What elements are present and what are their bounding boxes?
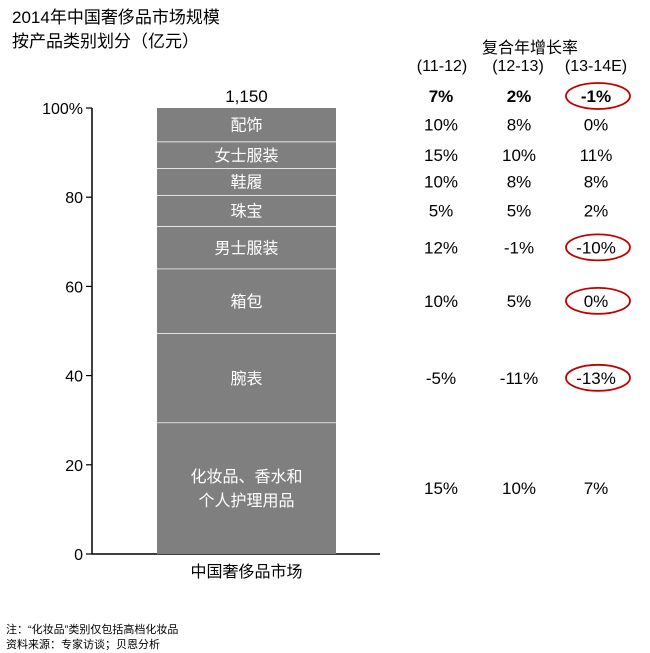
chart-title: 2014年中国奢侈品市场规模 [12,8,220,27]
highlight-circle [565,233,631,262]
bar-segment [157,168,336,195]
cagr-period-11-12: (11-12) [416,58,468,75]
segment-label: 化妆品、香水和 [190,468,302,486]
cagr-total-value: 7% [429,87,454,106]
cagr-total-value: -1% [581,87,611,106]
y-tick-label: 80 [65,190,83,207]
segment-label: 女士服装 [214,146,278,165]
highlight-circle [565,363,631,392]
bar-total-label: 1,150 [225,87,268,106]
cagr-value: 11% [580,146,613,165]
cagr-value: 15% [424,146,458,165]
highlight-circle [565,82,631,110]
bar-segment [157,268,336,334]
source-note: 资料来源：专家访谈；贝恩分析 [6,639,160,651]
x-category-label: 中国奢侈品市场 [190,563,302,581]
cagr-value: -11% [500,369,538,388]
cagr-value: -10% [576,238,616,257]
cagr-value: 8% [584,173,609,192]
cagr-value: 2% [584,202,609,221]
cagr-total-value: 2% [507,87,532,106]
cagr-header: 复合年增长率 [481,40,578,57]
y-tick-label: 40 [65,369,83,386]
cagr-value: 5% [507,292,532,311]
highlight-circle [565,286,631,315]
bar-segment [157,141,336,169]
segment-label: 箱包 [230,293,262,311]
cagr-value: 15% [424,479,458,498]
cagr-period-12-13: (12-13) [492,58,544,75]
bar-segment [157,333,336,423]
segment-label: 珠宝 [230,203,262,221]
bar-segment [157,422,336,554]
footnote: 注：“化妆品”类别仅包括高档化妆品 [6,624,179,636]
cagr-value: -1% [504,238,534,257]
bar-segment [157,108,336,142]
segment-label: 个人护理用品 [198,492,294,510]
bar-segment [157,226,336,269]
cagr-value: -13% [576,369,616,388]
cagr-value: -5% [426,369,456,388]
cagr-value: 10% [424,292,458,311]
chart-subtitle: 按产品类别划分（亿元） [12,32,199,51]
cagr-value: 8% [507,116,532,135]
cagr-value: 10% [424,116,458,135]
segment-label: 鞋履 [230,174,262,192]
segment-label: 配饰 [230,117,262,135]
y-tick-label: 0 [74,547,83,564]
cagr-value: 10% [502,479,536,498]
y-tick-label: 20 [65,458,83,475]
cagr-value: 10% [502,146,536,165]
cagr-value: 7% [584,479,609,498]
y-tick-label: 60 [65,279,83,296]
segment-label: 腕表 [230,370,262,388]
cagr-value: 0% [584,116,609,135]
bar-segment [157,194,336,227]
cagr-value: 5% [429,202,454,221]
y-tick-label: 100% [42,101,83,118]
cagr-value: 12% [424,238,458,257]
cagr-period-13-14e: (13-14E) [564,58,628,75]
cagr-value: 0% [584,292,609,311]
segment-label: 男士服装 [214,239,278,257]
cagr-value: 8% [507,173,532,192]
cagr-value: 5% [507,202,532,221]
cagr-value: 10% [424,173,458,192]
